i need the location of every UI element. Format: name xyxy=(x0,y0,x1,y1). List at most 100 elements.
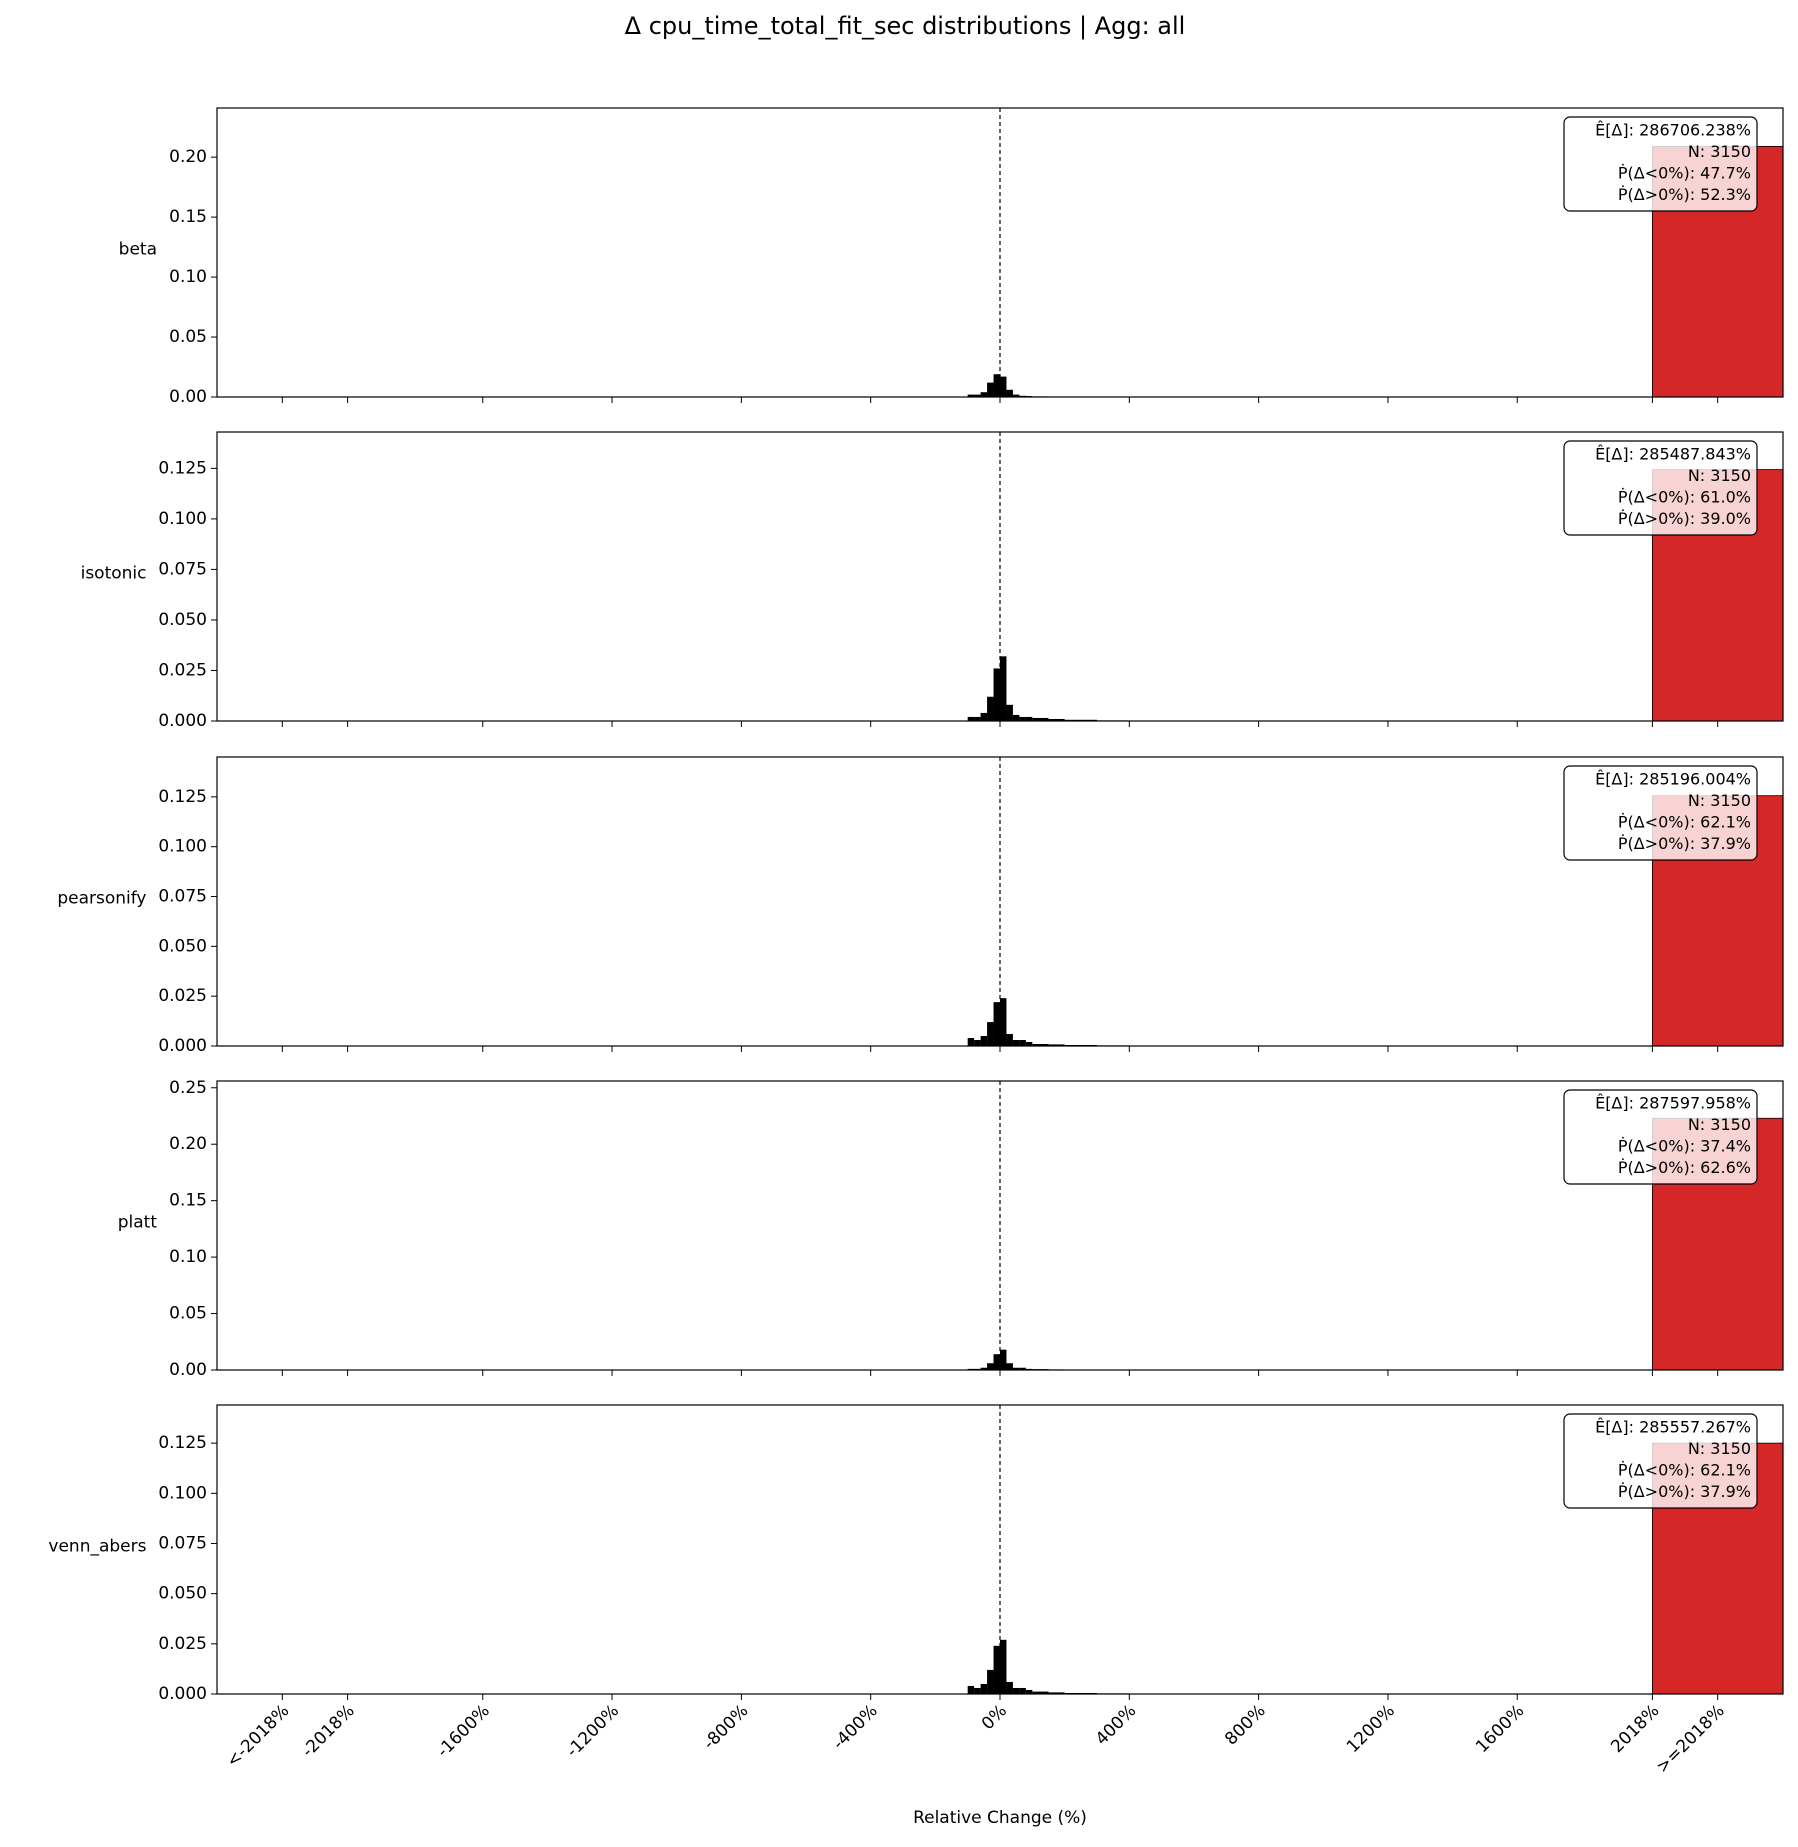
y-tick-label: 0.00 xyxy=(169,1360,207,1380)
histogram-bar xyxy=(981,1684,987,1694)
y-axis-label: isotonic xyxy=(81,564,147,584)
histogram-bar xyxy=(1000,656,1006,721)
x-tick-label: 0% xyxy=(978,1701,1011,1734)
x-tick-label: 1200% xyxy=(1343,1701,1399,1757)
y-tick-label: 0.050 xyxy=(158,936,207,956)
y-tick-label: 0.075 xyxy=(158,1533,207,1553)
y-tick-label: 0.15 xyxy=(169,1191,207,1211)
y-tick-label: 0.05 xyxy=(169,1304,207,1324)
annotation-text: N: 3150 xyxy=(1688,1439,1751,1458)
annotation-text: N: 3150 xyxy=(1688,466,1751,485)
histogram-bar xyxy=(1013,1688,1019,1694)
annotation-text: Ṗ(Δ<0%): 62.1% xyxy=(1618,1461,1751,1480)
annotation-text: Ṗ(Δ>0%): 62.6% xyxy=(1618,1158,1751,1177)
y-tick-label: 0.075 xyxy=(158,559,207,579)
y-tick-label: 0.125 xyxy=(158,458,207,478)
y-tick-label: 0.025 xyxy=(158,1634,207,1654)
histogram-bar xyxy=(974,1688,980,1694)
histogram-bar xyxy=(1019,717,1025,721)
histogram-bar xyxy=(994,668,1000,721)
histogram-bar xyxy=(981,1036,987,1046)
y-tick-label: 0.050 xyxy=(158,610,207,630)
annotation-text: Ê[Δ]: 285557.267% xyxy=(1595,1418,1751,1437)
x-tick-label: 2018% xyxy=(1607,1701,1663,1757)
annotation-text: N: 3150 xyxy=(1688,791,1751,810)
y-tick-label: 0.05 xyxy=(169,327,207,347)
x-tick-label: -1200% xyxy=(563,1701,624,1762)
annotation-text: Ṗ(Δ<0%): 61.0% xyxy=(1618,488,1751,507)
histogram-bar xyxy=(987,1363,993,1370)
histogram-bar xyxy=(1013,715,1019,721)
y-tick-label: 0.075 xyxy=(158,887,207,907)
y-tick-label: 0.050 xyxy=(158,1584,207,1604)
histogram-bar xyxy=(1013,1040,1019,1046)
y-axis-label: venn_abers xyxy=(48,1537,146,1557)
x-tick-label: -800% xyxy=(700,1701,753,1754)
histogram-bar xyxy=(1006,1034,1012,1046)
histogram-bar xyxy=(974,1040,980,1046)
histogram-bar xyxy=(1000,1350,1006,1370)
x-tick-label: >=2018% xyxy=(1652,1701,1728,1777)
histogram-bar xyxy=(994,1002,1000,1046)
x-tick-label: 1600% xyxy=(1472,1701,1528,1757)
histogram-bar xyxy=(1006,1682,1012,1694)
histogram-bar xyxy=(987,697,993,721)
histogram-bar xyxy=(1019,1688,1025,1694)
y-tick-label: 0.000 xyxy=(158,1684,207,1704)
histogram-bar xyxy=(968,717,974,721)
annotation-text: Ṗ(Δ>0%): 37.9% xyxy=(1618,1482,1751,1501)
y-tick-label: 0.10 xyxy=(169,267,207,287)
y-tick-label: 0.10 xyxy=(169,1247,207,1267)
histogram-bar xyxy=(994,1646,1000,1694)
histogram-bar xyxy=(1006,705,1012,721)
y-axis-label: pearsonify xyxy=(57,889,146,909)
x-tick-label: 800% xyxy=(1221,1701,1270,1750)
y-axis-label: beta xyxy=(119,240,157,260)
histogram-bar xyxy=(981,713,987,721)
x-tick-label: -400% xyxy=(829,1701,882,1754)
annotation-text: Ṗ(Δ>0%): 39.0% xyxy=(1618,509,1751,528)
histogram-bar xyxy=(974,717,980,721)
histogram-bar xyxy=(1019,1040,1025,1046)
y-tick-label: 0.000 xyxy=(158,711,207,731)
histogram-bar xyxy=(1006,1363,1012,1370)
y-tick-label: 0.15 xyxy=(169,207,207,227)
figure-title: Δ cpu_time_total_fit_sec distributions |… xyxy=(625,12,1186,40)
x-tick-label: -2018% xyxy=(298,1701,359,1762)
annotation-text: Ṗ(Δ>0%): 52.3% xyxy=(1618,185,1751,204)
annotation-text: N: 3150 xyxy=(1688,142,1751,161)
histogram-bar xyxy=(994,1354,1000,1370)
histogram-bar xyxy=(1026,717,1032,721)
histogram-bar xyxy=(1000,1640,1006,1694)
y-tick-label: 0.100 xyxy=(158,509,207,529)
annotation-text: Ê[Δ]: 286706.238% xyxy=(1595,121,1751,140)
histogram-bar xyxy=(968,1038,974,1046)
y-tick-label: 0.100 xyxy=(158,1483,207,1503)
histogram-bar xyxy=(1000,998,1006,1046)
y-tick-label: 0.100 xyxy=(158,837,207,857)
y-tick-label: 0.25 xyxy=(169,1078,207,1098)
annotation-text: Ṗ(Δ<0%): 62.1% xyxy=(1618,813,1751,832)
x-tick-label: <-2018% xyxy=(223,1701,294,1772)
x-tick-label: 400% xyxy=(1092,1701,1141,1750)
y-tick-label: 0.025 xyxy=(158,986,207,1006)
histogram-bar xyxy=(1006,390,1012,397)
y-tick-label: 0.20 xyxy=(169,147,207,167)
x-tick-label: -1600% xyxy=(433,1701,494,1762)
y-tick-label: 0.125 xyxy=(158,1433,207,1453)
annotation-text: Ṗ(Δ<0%): 37.4% xyxy=(1618,1137,1751,1156)
annotation-text: Ê[Δ]: 285487.843% xyxy=(1595,445,1751,464)
y-tick-label: 0.20 xyxy=(169,1134,207,1154)
annotation-text: N: 3150 xyxy=(1688,1115,1751,1134)
histogram-bar xyxy=(968,1686,974,1694)
x-axis-label: Relative Change (%) xyxy=(913,1808,1087,1828)
y-tick-label: 0.000 xyxy=(158,1036,207,1056)
y-tick-label: 0.025 xyxy=(158,660,207,680)
histogram-bar xyxy=(1000,377,1006,397)
annotation-text: Ṗ(Δ<0%): 47.7% xyxy=(1618,164,1751,183)
histogram-bar xyxy=(987,383,993,397)
histogram-bar xyxy=(987,1670,993,1694)
histogram-bar xyxy=(994,374,1000,397)
histogram-bar xyxy=(1026,1690,1032,1694)
